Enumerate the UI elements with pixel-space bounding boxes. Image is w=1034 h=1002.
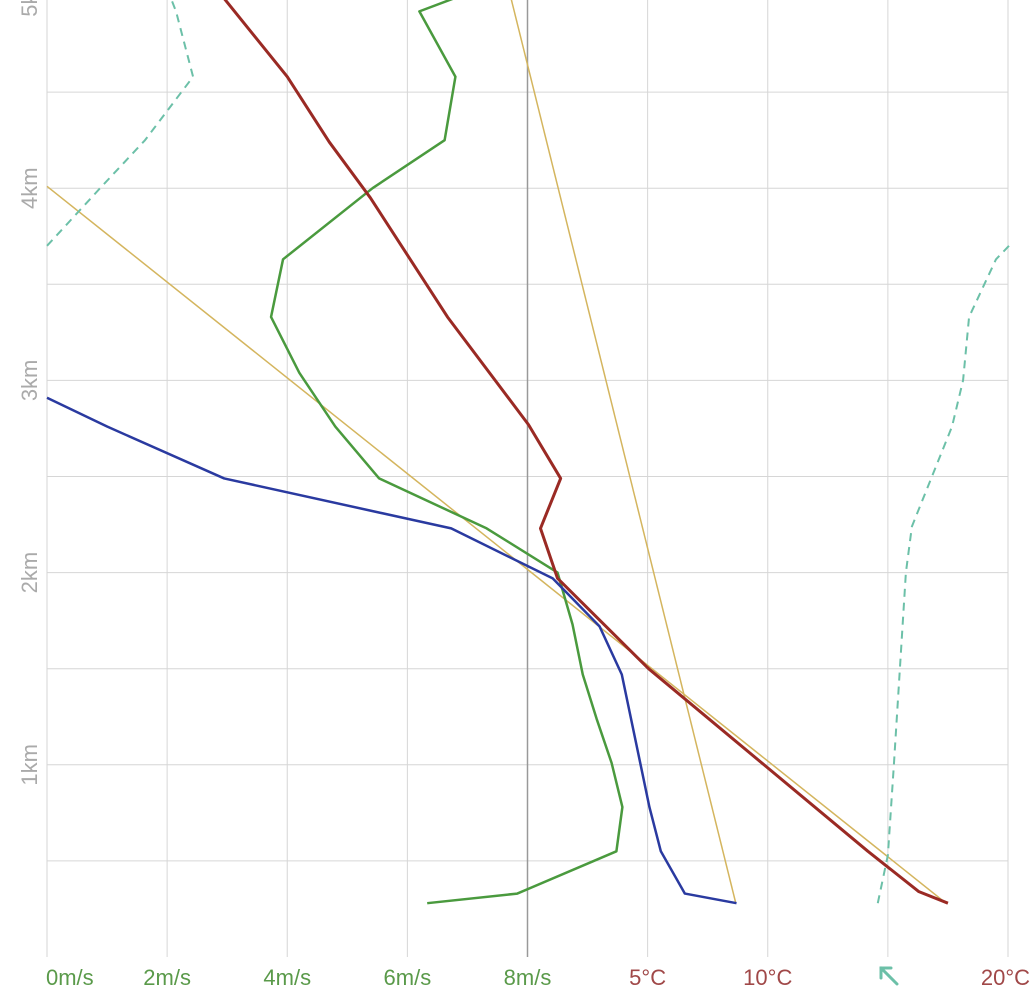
x-tick-label: 8m/s (504, 965, 552, 990)
x2-tick-label: 20°C (981, 965, 1030, 990)
x-tick-label: 6m/s (384, 965, 432, 990)
line (46, 396, 737, 905)
line (46, 0, 1010, 904)
y-tick-label: 2km (17, 552, 42, 594)
line (269, 0, 624, 905)
y-tick-label: 3km (17, 360, 42, 402)
x-tick-label: 0m/s (46, 965, 94, 990)
wind-direction-icon (879, 966, 899, 986)
y-tick-label: 4km (17, 167, 42, 209)
x2-tick-label: 5°C (629, 965, 666, 990)
y-tick-label: 1km (17, 744, 42, 786)
x-tick-label: 4m/s (263, 965, 311, 990)
x2-tick-label: 10°C (743, 965, 792, 990)
x-tick-label: 2m/s (143, 965, 191, 990)
plot: 1km 2km 3km 4km 5km 0m/s 2m/s 4m/s 6m/s 8m/s 5°C 10… (17, 0, 1030, 990)
line (223, 0, 949, 905)
line (46, 185, 947, 904)
y-tick-label: 5km (17, 0, 42, 17)
grid (46, 0, 1009, 957)
line (510, 0, 737, 904)
